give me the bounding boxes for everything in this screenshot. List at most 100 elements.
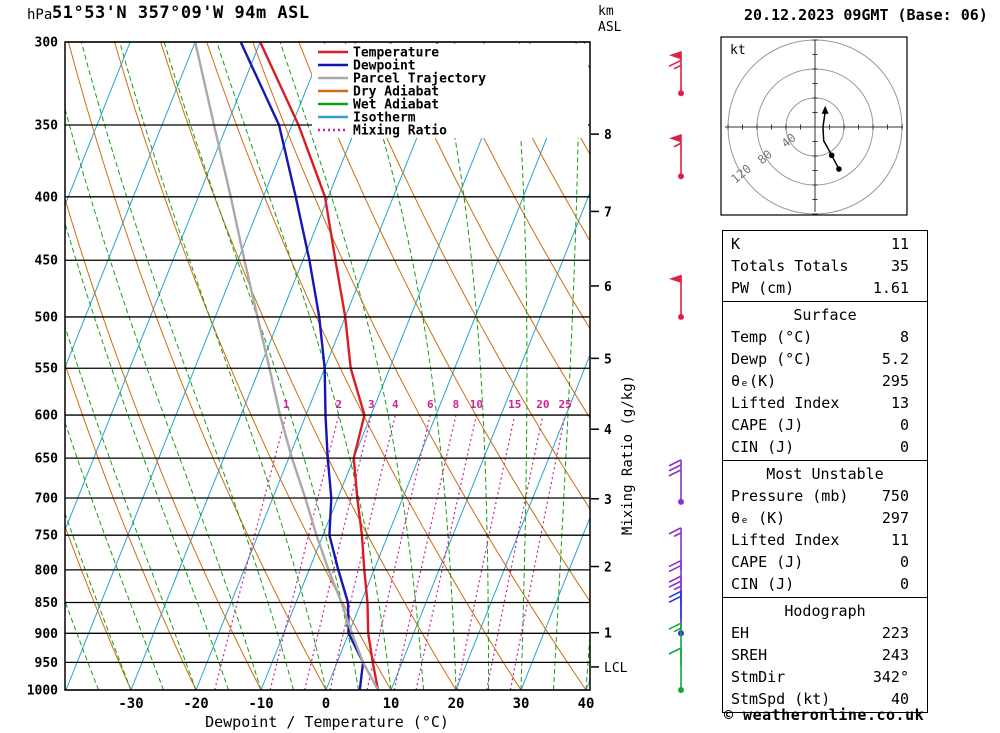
pressure-tick-label: 500: [35, 310, 59, 325]
table-row-label: θₑ (K): [731, 509, 786, 527]
temp-tick-label: 0: [322, 696, 330, 712]
temperature-line: [259, 42, 380, 690]
legend-label: Mixing Ratio: [353, 124, 447, 139]
dry-adiabat-line: [160, 42, 457, 690]
surface-table-title: Surface: [793, 306, 857, 324]
pressure-tick-label: 350: [35, 118, 59, 133]
km-tick-label: 1: [604, 627, 612, 642]
pressure-tick-label: 900: [35, 627, 59, 642]
table-row-value: 1.61: [872, 279, 909, 297]
altitude-unit-km: km: [598, 4, 614, 19]
hodograph-table: Hodograph EH 223 SREH 243 StmDir 342° StmSpd (…: [722, 597, 928, 713]
table-row-label: CAPE (J): [731, 553, 804, 571]
mixing-ratio-line: [456, 414, 516, 690]
legend-background: [312, 44, 588, 138]
wet-adiabat-line: [354, 42, 457, 690]
dry-adiabat-line: [65, 362, 197, 690]
dry-adiabat-line: [206, 42, 522, 690]
credit-link[interactable]: © weatheronline.co.uk: [724, 706, 925, 724]
mixing-ratio-line: [304, 414, 372, 690]
isotherm-line: [260, 42, 521, 690]
pressure-tick-label: 950: [35, 656, 59, 671]
table-row-label: CIN (J): [731, 438, 795, 456]
altitude-axis-unit: km ASL: [598, 4, 621, 36]
surface-table: Surface Temp (°C) 8 Dewp (°C) 5.2 θₑ(K) 295 Li…: [722, 301, 928, 461]
datetime-label: 20.12.2023 09GMT (Base: 06): [744, 6, 988, 24]
mixing-ratio-value-label: 20: [536, 398, 549, 411]
table-row: θₑ (K) 297: [723, 507, 927, 529]
ring-value-label: 40: [779, 131, 799, 151]
legend-label: Dewpoint: [353, 59, 416, 74]
wet-adiabat-line: [0, 42, 1, 690]
dry-adiabat-line: [390, 42, 590, 420]
mixing-ratio-axis-title: Mixing Ratio (g/kg): [620, 375, 636, 535]
most-unstable-table-title: Most Unstable: [766, 465, 884, 483]
altitude-unit-asl: ASL: [598, 20, 622, 35]
pressure-tick-label: 400: [35, 190, 59, 205]
wet-adiabat-line: [163, 42, 359, 690]
legend-label: Parcel Trajectory: [353, 72, 486, 87]
table-row: CIN (J) 0: [723, 436, 927, 458]
table-row: StmSpd (kt) 40: [723, 688, 927, 710]
table-row-label: SREH: [731, 646, 768, 664]
wet-adiabat-line: [0, 42, 34, 690]
legend-label: Isotherm: [353, 111, 416, 126]
dry-adiabat-line: [574, 42, 590, 70]
trace-arrowhead: [821, 105, 829, 114]
table-row-value: 11: [890, 531, 909, 549]
isotherm-line: [520, 516, 590, 690]
table-row-value: 297: [881, 509, 909, 527]
mixing-ratio-value-label: 15: [508, 398, 521, 411]
wet-adiabat-line: [80, 42, 294, 690]
table-row-value: 0: [899, 553, 909, 571]
table-row-label: EH: [731, 624, 750, 642]
hodograph-unit-label: kt: [730, 43, 746, 58]
wet-adiabat-line: [65, 325, 197, 690]
wet-adiabat-line: [435, 42, 490, 690]
legend-label: Wet Adiabat: [353, 98, 439, 113]
dry-adiabat-line: [65, 197, 262, 690]
wind-barb: [669, 274, 684, 320]
table-row-value: 243: [881, 646, 909, 664]
wet-adiabat-line: [119, 42, 327, 690]
isotherm-line: [455, 353, 590, 690]
table-row: CIN (J) 0: [723, 573, 927, 595]
legend-label: Dry Adiabat: [353, 85, 439, 100]
temp-tick-label: 30: [513, 696, 530, 712]
table-row-label: PW (cm): [731, 279, 795, 297]
km-tick-label: 3: [604, 493, 612, 508]
table-row-label: Dewp (°C): [731, 350, 813, 368]
hodograph-border: [720, 36, 908, 216]
table-row-label: StmSpd (kt): [731, 690, 831, 708]
skewt-chart: 1 2 3 4 6 8 10 15 20 2530035040045050055060065070…: [0, 36, 720, 731]
mixing-ratio-value-label: 4: [392, 398, 399, 411]
table-row: Pressure (mb) 750: [723, 485, 927, 507]
lcl-label: LCL: [604, 661, 628, 676]
pressure-tick-label: 1000: [27, 684, 58, 699]
table-row-value: 0: [899, 575, 909, 593]
pressure-tick-label: 650: [35, 452, 59, 467]
x-axis-title: Dewpoint / Temperature (°C): [205, 713, 449, 731]
wet-adiabat-line: [512, 42, 528, 690]
dry-adiabat-line: [621, 42, 720, 690]
table-row-label: θₑ(K): [731, 372, 777, 390]
table-row-value: 8: [899, 328, 909, 346]
wind-barb: [668, 51, 684, 97]
page-title: 51°53'N 357°09'W 94m ASL: [52, 3, 310, 23]
wind-barb: [668, 647, 684, 693]
table-row: Temp (°C) 8: [723, 326, 927, 348]
table-row-label: Lifted Index: [731, 531, 840, 549]
table-row: Dewp (°C) 5.2: [723, 348, 927, 370]
pressure-tick-label: 550: [35, 362, 59, 377]
dry-adiabat-line: [67, 42, 327, 690]
km-tick-label: 4: [604, 423, 612, 438]
table-row: CAPE (J) 0: [723, 551, 927, 573]
table-row-value: 5.2: [881, 350, 909, 368]
table-row-label: K: [731, 235, 741, 253]
table-row-label: Lifted Index: [731, 394, 840, 412]
table-row-value: 13: [890, 394, 909, 412]
chart-background-lines: [0, 42, 720, 690]
mixing-ratio-value-label: 25: [559, 398, 572, 411]
table-row: Totals Totals 35: [723, 255, 927, 277]
